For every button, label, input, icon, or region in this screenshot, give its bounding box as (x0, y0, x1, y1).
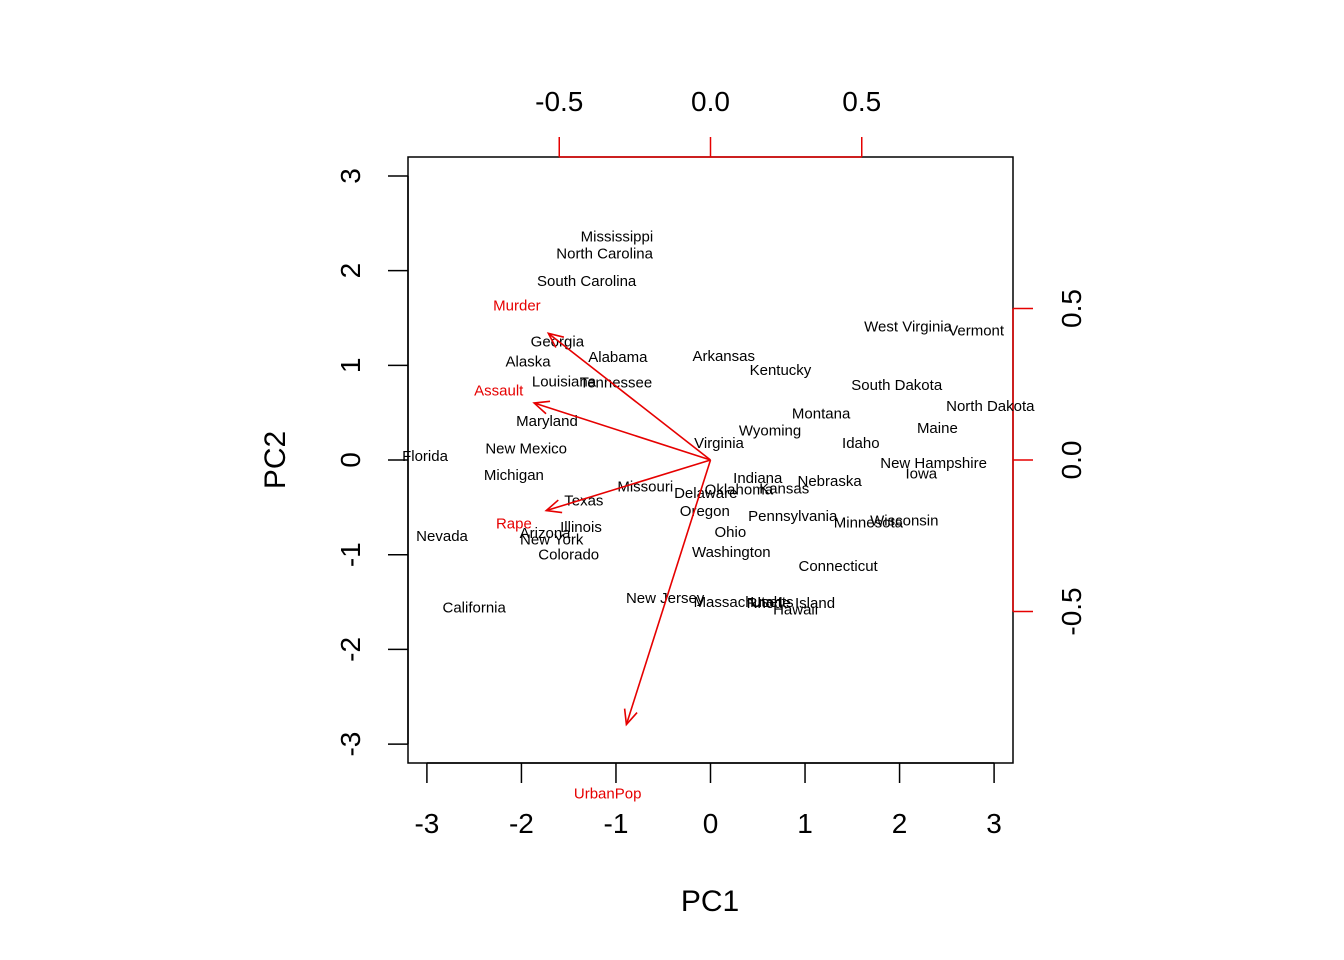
state-label: New Jersey (626, 590, 705, 607)
top-tick-label: -0.5 (535, 86, 583, 117)
axes: -3 -2 -1 0 1 2 3 -3 -2 -1 0 1 2 3 -0.5 0.0 0.5 -0.5 0.0 0.5 (335, 86, 1087, 839)
loading-arrow (547, 332, 711, 461)
state-label: Illinois (560, 519, 602, 536)
state-label: Oregon (680, 503, 730, 520)
loading-arrowhead (623, 708, 638, 727)
state-label: Washington (692, 544, 771, 561)
loading-arrowhead (544, 499, 563, 514)
x-tick-label: 2 (892, 808, 908, 839)
loading-arrowhead (546, 332, 565, 348)
state-label: Maine (917, 420, 958, 437)
state-label: New Mexico (485, 441, 567, 458)
state-label: Arizona (520, 525, 572, 542)
loading-arrow (625, 459, 712, 725)
state-label: South Carolina (537, 273, 637, 290)
state-label: Virginia (694, 435, 744, 452)
state-label: Connecticut (799, 558, 879, 575)
loading-label: Rape (496, 516, 532, 533)
loading-label: Assault (474, 382, 524, 399)
y-tick-label: -3 (335, 732, 366, 757)
loading-arrowhead (532, 400, 551, 415)
right-tick-label: 0.5 (1056, 289, 1087, 328)
top-tick-label: 0.5 (842, 86, 881, 117)
state-label: Rhode Island (747, 595, 835, 612)
state-label: Georgia (531, 334, 585, 351)
y-axis-title: PC2 (259, 431, 292, 489)
state-label: Wyoming (739, 423, 801, 440)
state-label: New Hampshire (880, 455, 987, 472)
state-label: North Carolina (556, 246, 653, 263)
state-label: Minnesota (834, 514, 904, 531)
x-tick-label: 3 (986, 808, 1002, 839)
state-label: Arkansas (692, 348, 755, 365)
state-label: Idaho (842, 435, 880, 452)
right-tick-label: 0.0 (1056, 441, 1087, 480)
state-label: Utah (750, 594, 782, 611)
state-label: New York (520, 532, 584, 549)
state-label: Massachusetts (694, 594, 794, 611)
right-tick-label: -0.5 (1056, 587, 1087, 635)
state-label: Kansas (759, 480, 809, 497)
state-label: Mississippi (581, 229, 654, 246)
state-label: Kentucky (750, 362, 812, 379)
loading-label: Murder (493, 297, 541, 314)
state-label: California (442, 600, 506, 617)
x-tick-label: -1 (604, 808, 629, 839)
state-label: West Virginia (864, 318, 952, 335)
y-tick-label: -2 (335, 637, 366, 662)
loading-arrow (546, 459, 711, 512)
loading-label: UrbanPop (574, 785, 642, 802)
state-label: Texas (564, 493, 603, 510)
state-label: Colorado (538, 547, 599, 564)
state-label: North Dakota (946, 398, 1035, 415)
state-label: Oklahoma (705, 481, 774, 498)
state-label: Montana (792, 406, 851, 423)
x-tick-label: 1 (797, 808, 813, 839)
state-label: Nevada (416, 528, 468, 545)
x-tick-label: -3 (414, 808, 439, 839)
x-tick-label: -2 (509, 808, 534, 839)
state-label: Alabama (588, 349, 648, 366)
state-label: Nebraska (798, 473, 863, 490)
state-label: Iowa (905, 465, 937, 482)
state-label: South Dakota (851, 377, 943, 394)
state-label: Vermont (948, 322, 1005, 339)
top-tick-label: 0.0 (691, 86, 730, 117)
state-label: Florida (402, 448, 449, 465)
state-label: Pennsylvania (748, 508, 838, 525)
state-label: Louisiana (532, 373, 597, 390)
y-tick-label: 3 (335, 168, 366, 184)
loading-vectors: Murder Assault UrbanPop Rape (474, 297, 712, 802)
state-label: Maryland (516, 413, 578, 430)
state-label: Alaska (506, 354, 552, 371)
y-tick-label: -1 (335, 542, 366, 567)
y-tick-label: 1 (335, 358, 366, 374)
state-label: Wisconsin (870, 513, 938, 530)
state-label: Hawaii (773, 602, 818, 619)
loading-arrow (533, 402, 711, 461)
state-label: Missouri (617, 479, 673, 496)
state-label: Indiana (733, 470, 783, 487)
state-label: Michigan (484, 467, 544, 484)
y-tick-label: 0 (335, 452, 366, 468)
state-label: Tennessee (580, 374, 653, 391)
state-label: Ohio (715, 524, 747, 541)
state-label: Delaware (674, 485, 737, 502)
x-axis-title: PC1 (681, 885, 739, 918)
x-tick-label: 0 (703, 808, 719, 839)
y-tick-label: 2 (335, 263, 366, 279)
